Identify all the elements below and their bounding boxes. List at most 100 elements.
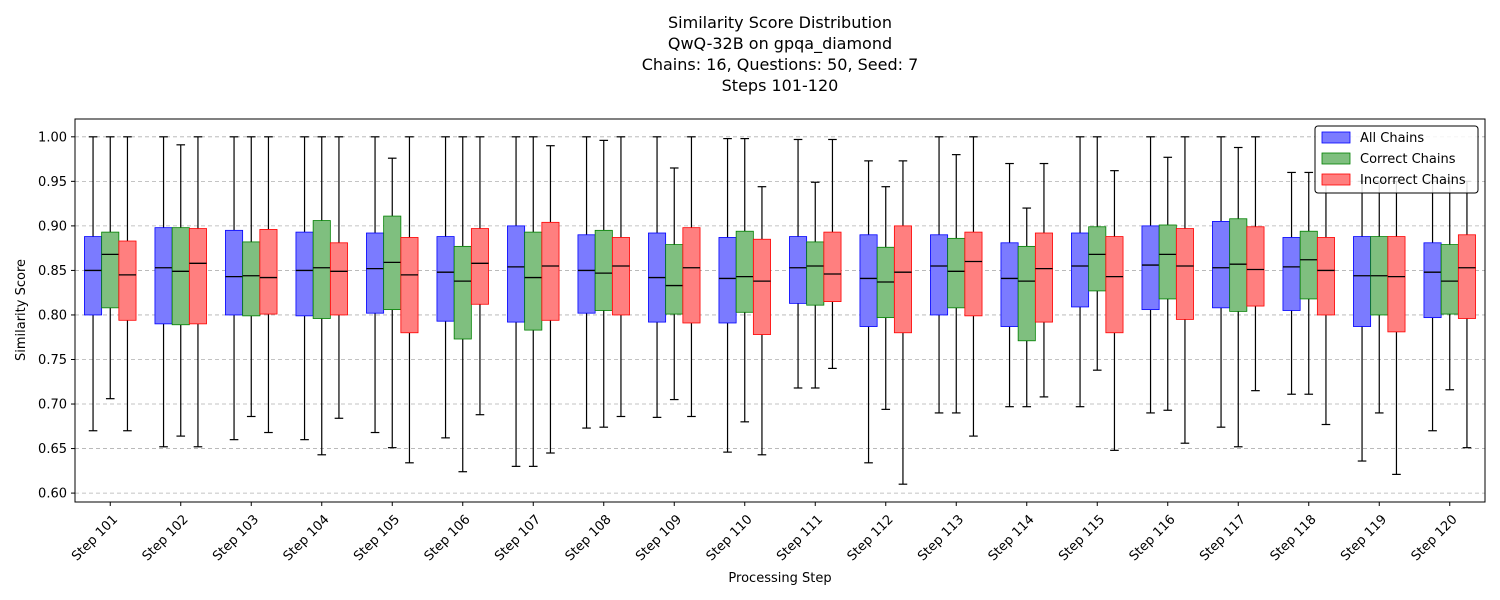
- box-plot: [524, 136, 543, 467]
- title-line-4: Steps 101-120: [722, 76, 839, 95]
- box-iqr: [541, 221, 560, 321]
- x-tick-label: Step 120: [1409, 512, 1461, 564]
- box-iqr: [1034, 232, 1053, 323]
- y-axis-label: Similarity Score: [14, 259, 29, 361]
- legend-swatch: [1321, 173, 1351, 186]
- box-iqr: [295, 231, 314, 317]
- x-tick-label: Step 118: [1268, 512, 1320, 564]
- box-iqr: [859, 234, 878, 327]
- x-tick-label: Step 109: [633, 512, 685, 564]
- x-axis-ticks: Step 101 Step 102 Step 103 Step 104 Step 105…: [69, 502, 1461, 564]
- x-tick-label: Step 103: [210, 512, 262, 564]
- box-plot: [718, 137, 737, 453]
- box-plot: [118, 136, 137, 432]
- y-tick-label: 0.65: [38, 442, 67, 457]
- box-plot: [682, 136, 701, 418]
- box-plot: [225, 136, 244, 441]
- box-plot: [1246, 136, 1265, 392]
- box-iqr: [1229, 218, 1248, 312]
- box-iqr: [1246, 226, 1265, 307]
- box-iqr: [930, 234, 949, 316]
- box-iqr: [1000, 242, 1019, 327]
- box-iqr: [1316, 237, 1335, 316]
- box-plot: [1299, 171, 1318, 395]
- box-plot: [470, 136, 489, 416]
- box-plot: [383, 157, 402, 449]
- box-plot: [806, 181, 825, 389]
- x-tick-label: Step 101: [69, 512, 121, 564]
- x-tick-label: Step 112: [845, 512, 897, 564]
- box-plot: [312, 136, 331, 456]
- box-plot: [507, 136, 526, 467]
- chart-title: Similarity Score Distribution QwQ-32B on…: [642, 13, 919, 95]
- box-plot: [594, 139, 613, 428]
- box-iqr: [524, 231, 543, 331]
- box-iqr: [1071, 232, 1090, 308]
- box-plot: [752, 186, 771, 456]
- box-iqr: [1175, 228, 1194, 320]
- box-iqr: [1282, 237, 1301, 311]
- box-plots: [84, 136, 1476, 485]
- y-tick-label: 0.90: [38, 219, 67, 234]
- x-tick-label: Step 113: [915, 512, 967, 564]
- box-plot: [611, 136, 630, 418]
- box-iqr: [577, 234, 596, 314]
- box-iqr: [947, 237, 966, 309]
- y-tick-label: 0.95: [38, 175, 67, 190]
- title-line-2: QwQ-32B on gpqa_diamond: [668, 34, 892, 54]
- box-iqr: [1158, 224, 1177, 300]
- x-axis-label: Processing Step: [728, 571, 831, 586]
- box-iqr: [752, 238, 771, 335]
- legend: All Chains Correct Chains Incorrect Chains: [1314, 125, 1479, 194]
- box-iqr: [400, 237, 419, 334]
- box-iqr: [1105, 236, 1124, 334]
- box-plot: [876, 186, 895, 410]
- box-iqr: [893, 225, 912, 334]
- title-line-3: Chains: 16, Questions: 50, Seed: 7: [642, 55, 919, 74]
- y-tick-label: 0.60: [38, 487, 67, 502]
- box-iqr: [1387, 236, 1406, 333]
- box-plot: [171, 144, 190, 437]
- x-tick-label: Step 104: [281, 512, 333, 564]
- box-plot: [84, 136, 103, 432]
- x-tick-label: Step 107: [492, 512, 544, 564]
- box-iqr: [1141, 225, 1160, 311]
- box-iqr: [1440, 244, 1459, 315]
- box-plot: [295, 136, 314, 441]
- box-iqr: [242, 241, 261, 317]
- box-plot: [823, 138, 842, 369]
- box-plot: [930, 136, 949, 414]
- box-iqr: [789, 236, 808, 304]
- box-iqr: [225, 229, 244, 316]
- box-plot: [188, 136, 207, 448]
- plot-frame: [74, 118, 1486, 503]
- box-plot: [1088, 136, 1107, 371]
- box-plot: [1034, 162, 1053, 398]
- box-iqr: [171, 227, 190, 326]
- box-plot: [366, 136, 385, 434]
- legend-label: All Chains: [1360, 131, 1424, 146]
- box-iqr: [682, 227, 701, 324]
- box-iqr: [1353, 236, 1372, 327]
- box-plot: [1316, 176, 1335, 426]
- box-plot: [1440, 180, 1459, 391]
- y-tick-label: 0.70: [38, 398, 67, 413]
- box-plot: [1282, 171, 1301, 395]
- box-iqr: [823, 231, 842, 302]
- y-tick-label: 0.75: [38, 353, 67, 368]
- box-iqr: [312, 220, 331, 319]
- x-tick-label: Step 117: [1197, 512, 1249, 564]
- box-plot: [453, 136, 472, 473]
- box-plot: [1175, 136, 1194, 444]
- legend-swatch: [1321, 152, 1351, 165]
- box-plot: [259, 136, 278, 434]
- x-tick-label: Step 102: [140, 512, 192, 564]
- series-correct-chains: [101, 136, 1459, 473]
- box-iqr: [665, 244, 684, 315]
- box-plot: [1105, 170, 1124, 451]
- box-iqr: [154, 227, 173, 325]
- box-plot: [1017, 207, 1036, 408]
- box-iqr: [84, 236, 103, 316]
- legend-frame: [1314, 125, 1479, 194]
